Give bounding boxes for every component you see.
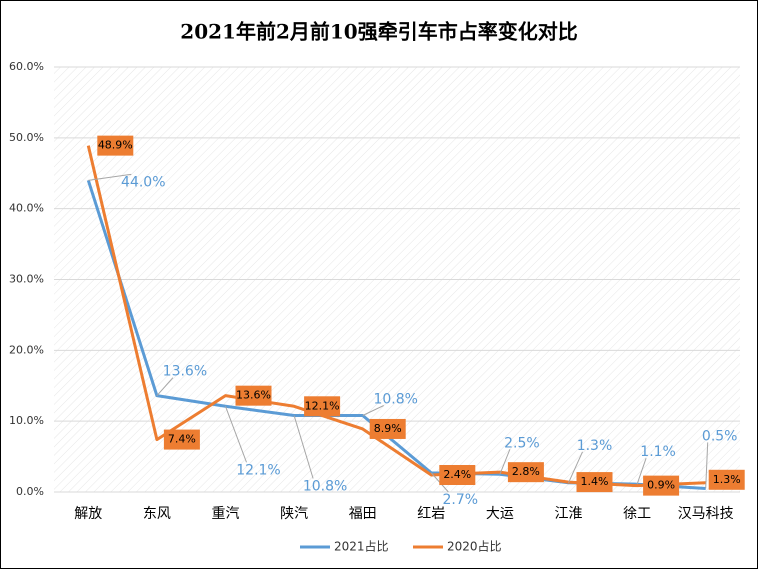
y-tick-label: 10.0% [9,414,44,427]
leader-line [568,451,583,483]
leader-line [636,458,647,485]
x-tick-label: 汉马科技 [678,506,734,522]
leader-line [705,442,709,489]
data-label: 8.9% [374,422,402,435]
data-label-box [304,396,341,417]
y-tick-label: 50.0% [9,131,44,144]
data-label: 1.1% [640,444,676,460]
data-label: 0.9% [647,479,675,492]
leader-line [156,377,174,396]
x-tick-label: 解放 [74,506,102,522]
data-label-box [163,429,200,450]
leader-line [499,449,511,475]
y-tick-label: 20.0% [9,343,44,356]
leader-line [293,415,314,479]
data-label-box [97,135,134,156]
x-tick-label: 徐工 [623,506,651,522]
data-label: 2.4% [443,468,471,481]
data-label-box [235,385,272,406]
data-label-box [369,418,406,439]
data-label-box [643,475,680,496]
data-label: 0.5% [702,428,738,444]
data-label: 7.4% [168,433,196,446]
y-tick-label: 0.0% [16,485,44,498]
data-label: 13.6% [163,364,207,380]
leader-line [362,405,384,416]
data-label: 13.6% [236,389,271,402]
data-label: 12.1% [236,462,280,478]
data-label: 1.4% [581,475,609,488]
chart-title: 2021年前2月前10强牵引车市占率变化对比 [180,20,577,44]
data-label: 44.0% [121,174,165,190]
data-label: 2.5% [504,435,540,451]
data-label-box [507,462,544,483]
x-tick-label: 江淮 [555,506,583,522]
x-tick-label: 陕汽 [280,506,308,522]
legend-label: 2020占比 [447,539,502,554]
y-tick-label: 40.0% [9,202,44,215]
data-label-box [576,472,613,493]
x-tick-label: 重汽 [212,506,240,522]
x-tick-label: 大运 [486,506,514,522]
data-label: 2.7% [443,492,479,508]
data-label: 10.8% [303,479,347,495]
data-label: 1.3% [713,473,741,486]
x-tick-label: 福田 [349,506,377,522]
y-tick-label: 30.0% [9,273,44,286]
data-label: 48.9% [98,139,133,152]
data-label-box [439,465,476,485]
legend-label: 2021占比 [334,539,389,554]
data-label: 12.1% [305,399,340,412]
leader-line [225,406,247,463]
x-tick-label: 红岩 [417,506,445,522]
data-label: 2.8% [512,465,540,478]
leader-line [88,173,132,181]
data-label: 1.3% [577,438,613,454]
data-label-box [708,469,745,490]
x-tick-label: 东风 [143,506,171,522]
data-label: 10.8% [373,392,417,408]
y-tick-label: 60.0% [9,60,44,73]
